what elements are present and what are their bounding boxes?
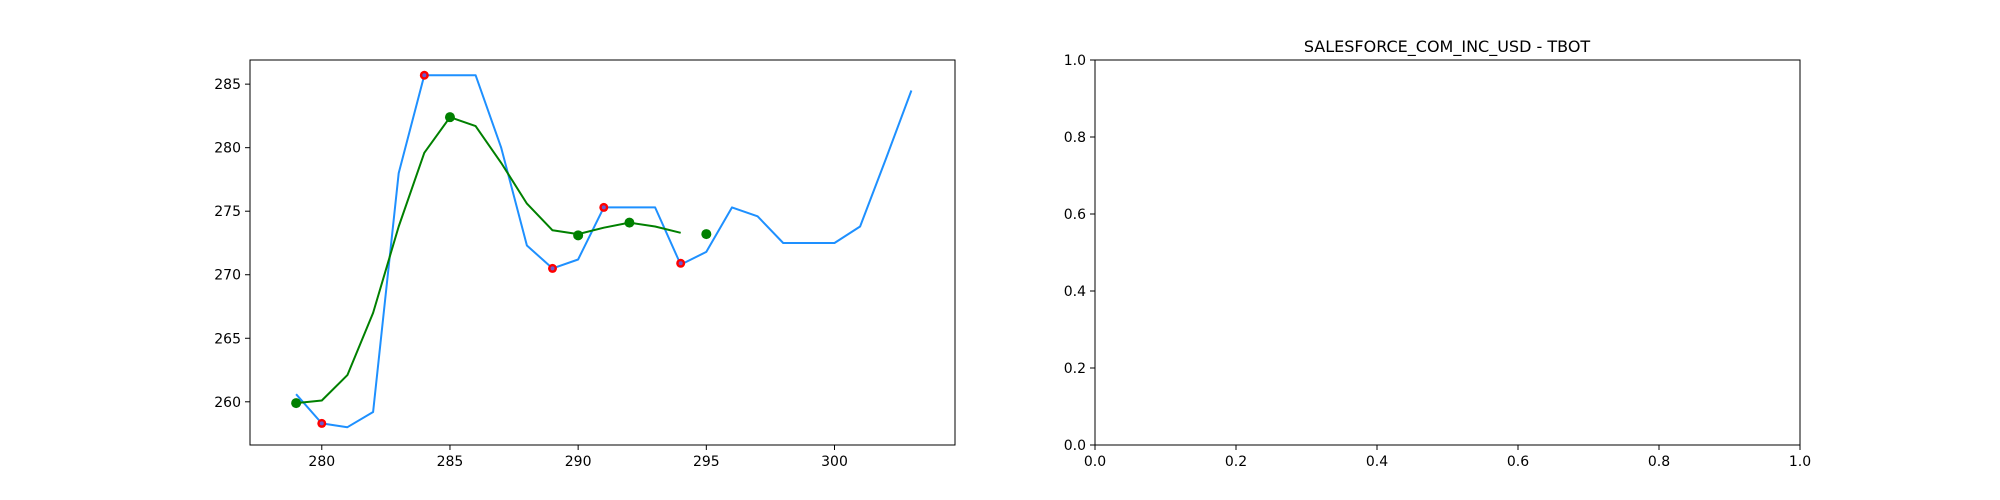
left-chart-x-tick-label: 290 bbox=[565, 454, 592, 470]
right-chart-title: SALESFORCE_COM_INC_USD - TBOT bbox=[1304, 37, 1591, 57]
left-chart-x-tick-label: 280 bbox=[308, 454, 335, 470]
left-chart-y-tick-label: 280 bbox=[214, 141, 241, 157]
green-marker bbox=[573, 230, 584, 241]
right-chart-y-ticks: 0.0 0.2 0.4 0.6 0.8 1.0 bbox=[1064, 53, 1095, 454]
left-chart-y-ticks: 260 265 270 275 280 285 bbox=[214, 77, 250, 411]
right-chart-y-tick-label: 1.0 bbox=[1064, 53, 1086, 69]
right-chart-y-tick-label: 0.0 bbox=[1064, 438, 1086, 454]
right-chart-x-tick-label: 0.0 bbox=[1084, 454, 1106, 470]
left-chart-y-tick-label: 260 bbox=[214, 395, 241, 411]
left-chart-x-tick-label: 285 bbox=[437, 454, 464, 470]
left-chart-y-tick-label: 285 bbox=[214, 77, 241, 93]
right-chart-x-tick-label: 1.0 bbox=[1789, 454, 1811, 470]
left-chart-x-ticks: 280 285 290 295 300 bbox=[308, 445, 848, 470]
red-marker-center bbox=[601, 205, 606, 210]
left-chart-y-tick-label: 265 bbox=[214, 331, 241, 347]
right-chart-x-ticks: 0.0 0.2 0.4 0.6 0.8 1.0 bbox=[1084, 445, 1811, 470]
red-marker-center bbox=[319, 421, 324, 426]
right-chart-x-tick-label: 0.2 bbox=[1225, 454, 1247, 470]
left-chart-y-tick-label: 275 bbox=[214, 204, 241, 220]
left-chart-frame bbox=[249, 59, 956, 446]
green-marker bbox=[291, 398, 302, 409]
left-chart-x-tick-label: 300 bbox=[821, 454, 848, 470]
right-chart-x-tick-label: 0.4 bbox=[1366, 454, 1388, 470]
green-marker bbox=[701, 229, 712, 240]
left-chart-markers bbox=[291, 70, 712, 428]
right-chart-y-tick-label: 0.6 bbox=[1064, 207, 1086, 223]
right-chart-frame bbox=[1094, 59, 1801, 446]
green-marker bbox=[624, 217, 635, 228]
left-chart: 280 285 290 295 300 260 265 270 275 280 285 bbox=[214, 59, 956, 470]
red-marker-center bbox=[422, 73, 427, 78]
right-chart-x-tick-label: 0.8 bbox=[1648, 454, 1670, 470]
red-marker-center bbox=[678, 261, 683, 266]
red-marker-center bbox=[550, 266, 555, 271]
right-chart-y-tick-label: 0.4 bbox=[1064, 284, 1086, 300]
series-line-1 bbox=[295, 116, 681, 405]
left-chart-x-tick-label: 295 bbox=[693, 454, 720, 470]
left-chart-y-tick-label: 270 bbox=[214, 268, 241, 284]
right-chart: SALESFORCE_COM_INC_USD - TBOT 0.0 0.2 0.4 0… bbox=[1064, 37, 1811, 470]
right-chart-x-tick-label: 0.6 bbox=[1507, 454, 1529, 470]
right-chart-y-tick-label: 0.8 bbox=[1064, 130, 1086, 146]
right-chart-y-tick-label: 0.2 bbox=[1064, 361, 1086, 377]
green-marker bbox=[444, 112, 455, 123]
